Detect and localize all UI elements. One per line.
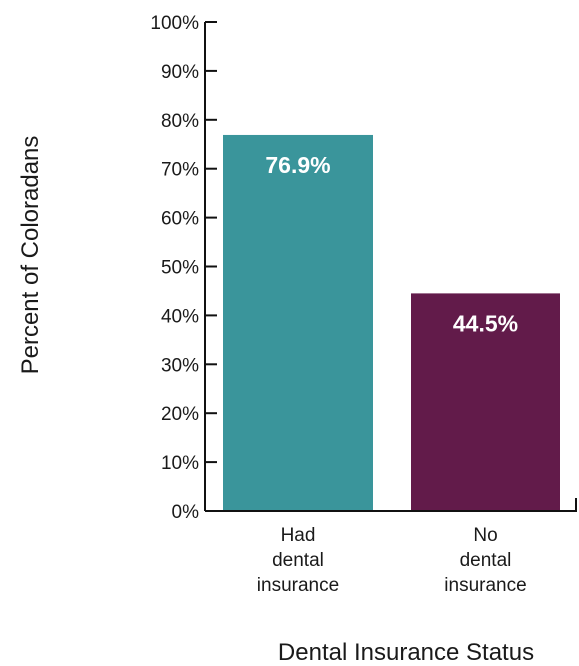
y-tick-label: 90% bbox=[161, 62, 199, 83]
data-label: 76.9% bbox=[265, 152, 330, 178]
y-tick-label: 40% bbox=[161, 306, 199, 327]
y-axis-title: Percent of Coloradans bbox=[17, 136, 44, 375]
y-tick-label: 0% bbox=[172, 502, 200, 523]
y-tick-label: 50% bbox=[161, 258, 199, 279]
y-tick-label: 80% bbox=[161, 111, 199, 132]
x-axis-title: Dental Insurance Status bbox=[278, 639, 534, 666]
x-category-label: dental bbox=[272, 550, 324, 571]
x-category-label: No bbox=[473, 525, 497, 546]
bars: 76.9% 44.5% bbox=[223, 134, 560, 512]
x-category-label: Had bbox=[281, 525, 316, 546]
bar bbox=[223, 134, 373, 512]
bar bbox=[411, 293, 560, 511]
y-tick-label: 20% bbox=[161, 404, 199, 425]
x-category-label: insurance bbox=[444, 575, 526, 596]
x-axis: Had dental insurance No dental insurance bbox=[205, 498, 577, 596]
y-tick-label: 100% bbox=[150, 13, 199, 34]
x-category-label: dental bbox=[460, 550, 512, 571]
y-axis: 0% 10% 20% 30% 40% 50% 60% 70% 80% 90% 100% bbox=[150, 13, 217, 523]
data-label: 44.5% bbox=[453, 310, 518, 336]
x-category-label: insurance bbox=[257, 575, 339, 596]
y-tick-label: 30% bbox=[161, 355, 199, 376]
y-tick-label: 70% bbox=[161, 160, 199, 181]
y-tick-label: 60% bbox=[161, 209, 199, 230]
y-tick-label: 10% bbox=[161, 453, 199, 474]
